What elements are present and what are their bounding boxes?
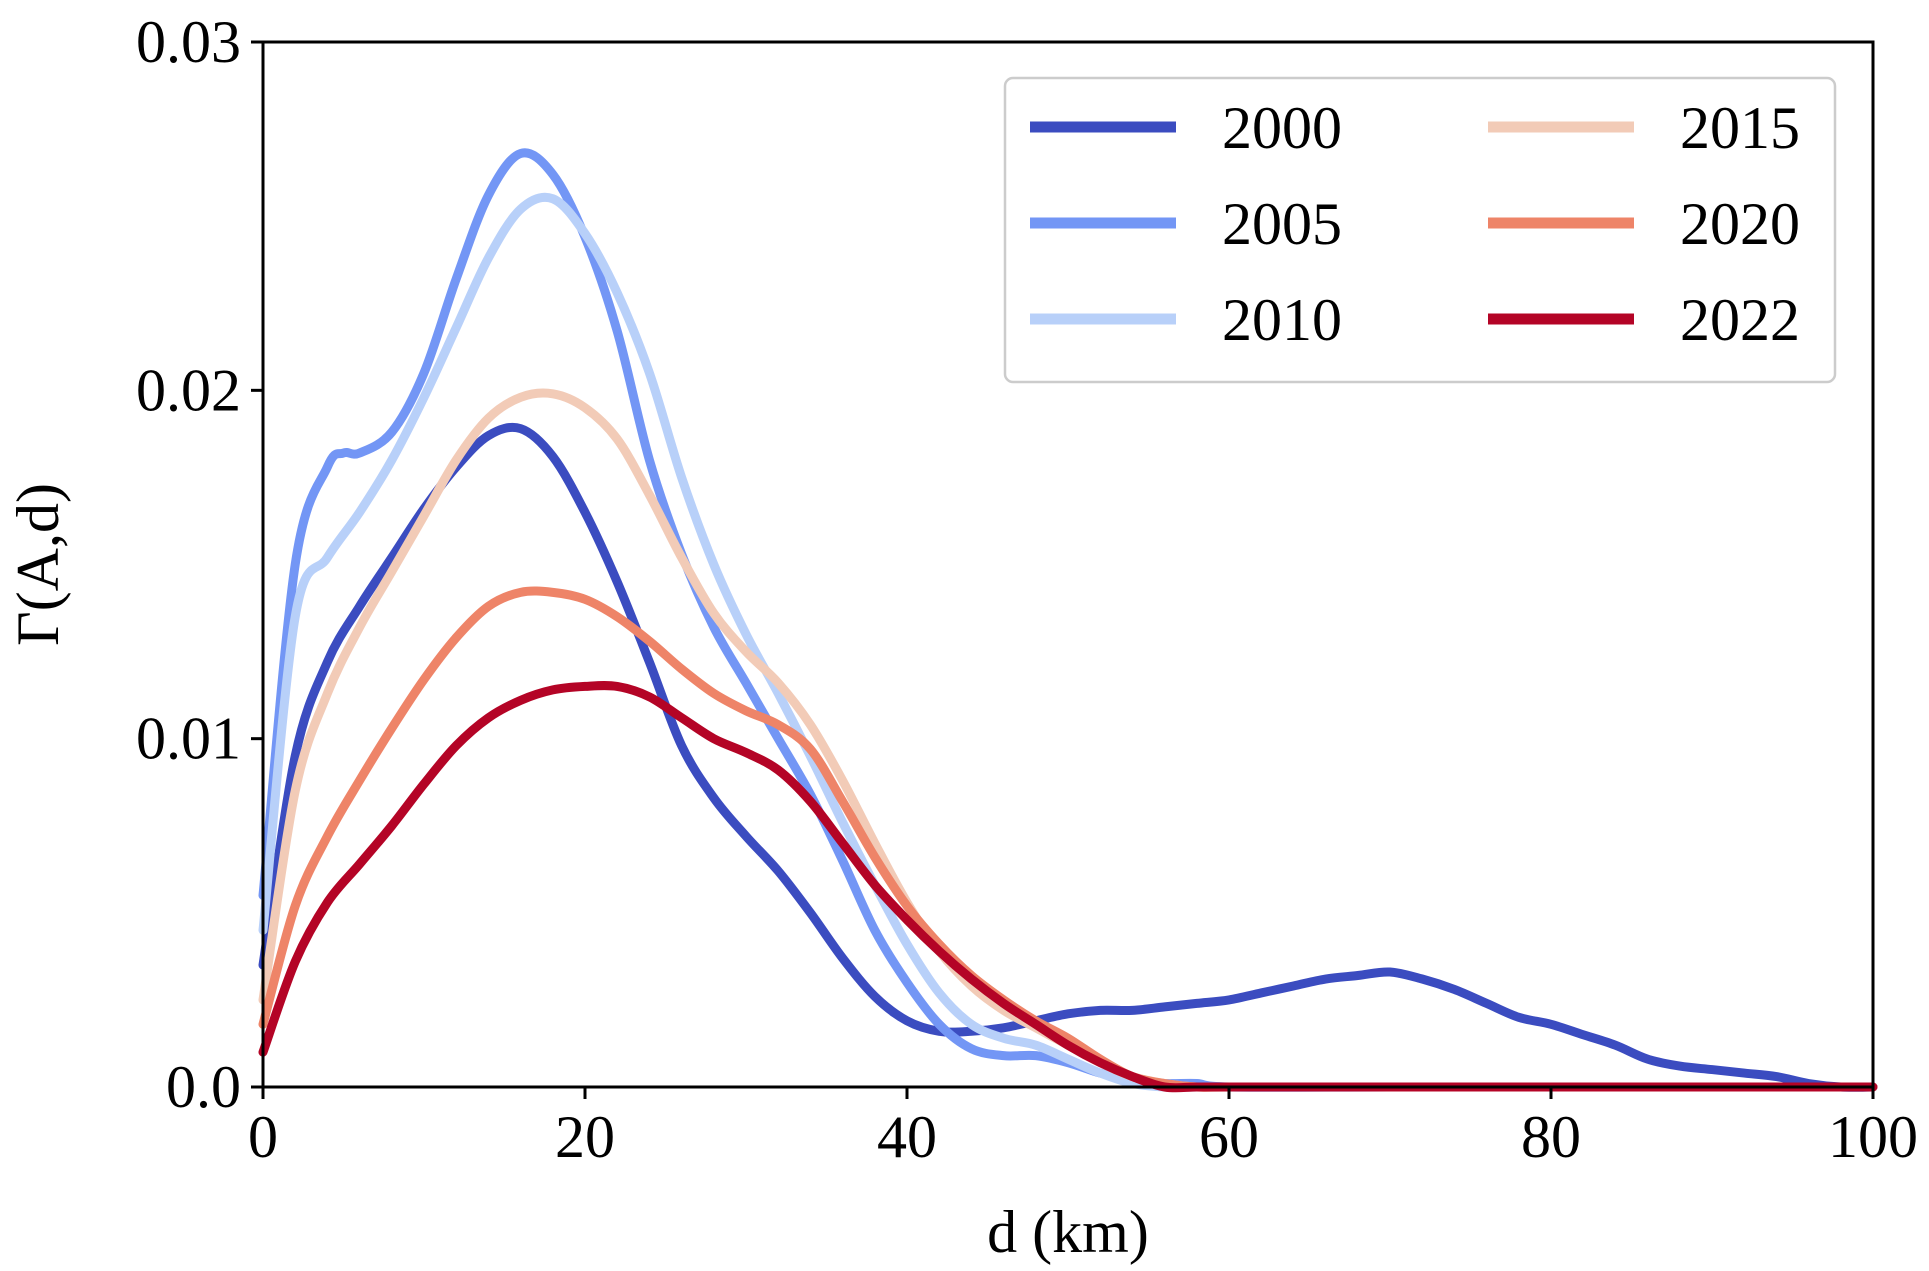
plot-frame — [261, 40, 1875, 1089]
series-layer — [258, 148, 1878, 1093]
x-tick-label: 20 — [555, 1104, 615, 1170]
x-tick-label: 80 — [1521, 1104, 1581, 1170]
y-tick-label: 0.0 — [166, 1054, 241, 1120]
legend-label-2022: 2022 — [1680, 287, 1800, 353]
x-tick-label: 40 — [877, 1104, 937, 1170]
x-axis-title: d (km) — [987, 1199, 1149, 1265]
y-axis-title: Γ(A,d) — [5, 483, 71, 646]
legend-label-2020: 2020 — [1680, 191, 1800, 257]
y-tick-label: 0.03 — [136, 9, 241, 75]
legend-label-2000: 2000 — [1222, 95, 1342, 161]
y-tick-label: 0.02 — [136, 357, 241, 423]
legend-label-2005: 2005 — [1222, 191, 1342, 257]
series-line-2000 — [258, 422, 1878, 1092]
series-line-2015 — [258, 388, 1878, 1092]
x-tick-label: 100 — [1828, 1104, 1918, 1170]
series-line-2022 — [258, 680, 1878, 1093]
x-tick-label: 60 — [1199, 1104, 1259, 1170]
legend-box — [1003, 76, 1837, 384]
legend: 2000 2005 2010 2015 2020 2022 — [1003, 76, 1837, 384]
x-axis: 0 20 40 60 80 100 — [248, 1087, 1918, 1170]
y-axis: 0.0 0.01 0.02 0.03 — [136, 9, 263, 1120]
legend-label-2010: 2010 — [1222, 287, 1342, 353]
x-tick-label: 0 — [248, 1104, 278, 1170]
legend-label-2015: 2015 — [1680, 95, 1800, 161]
y-tick-label: 0.01 — [136, 706, 241, 772]
